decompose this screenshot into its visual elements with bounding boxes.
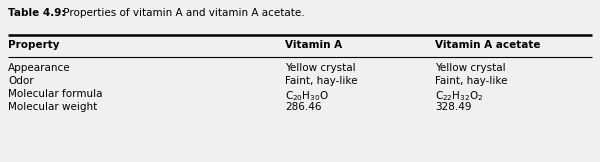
- Text: Odor: Odor: [8, 76, 34, 86]
- Text: Vitamin A: Vitamin A: [285, 40, 342, 50]
- Text: Molecular formula: Molecular formula: [8, 89, 103, 99]
- Text: Yellow crystal: Yellow crystal: [285, 63, 356, 73]
- Text: 328.49: 328.49: [435, 102, 472, 112]
- Text: $\mathregular{C_{20}H_{30}O}$: $\mathregular{C_{20}H_{30}O}$: [285, 89, 329, 103]
- Text: 286.46: 286.46: [285, 102, 322, 112]
- Text: Table 4.9:: Table 4.9:: [8, 8, 65, 18]
- Text: Yellow crystal: Yellow crystal: [435, 63, 506, 73]
- Text: Faint, hay-like: Faint, hay-like: [285, 76, 358, 86]
- Text: Molecular weight: Molecular weight: [8, 102, 97, 112]
- Text: $\mathregular{C_{22}H_{32}O_2}$: $\mathregular{C_{22}H_{32}O_2}$: [435, 89, 484, 103]
- Text: Properties of vitamin A and vitamin A acetate.: Properties of vitamin A and vitamin A ac…: [60, 8, 305, 18]
- Text: Vitamin A acetate: Vitamin A acetate: [435, 40, 541, 50]
- Text: Faint, hay-like: Faint, hay-like: [435, 76, 508, 86]
- Text: Appearance: Appearance: [8, 63, 71, 73]
- Text: Property: Property: [8, 40, 59, 50]
